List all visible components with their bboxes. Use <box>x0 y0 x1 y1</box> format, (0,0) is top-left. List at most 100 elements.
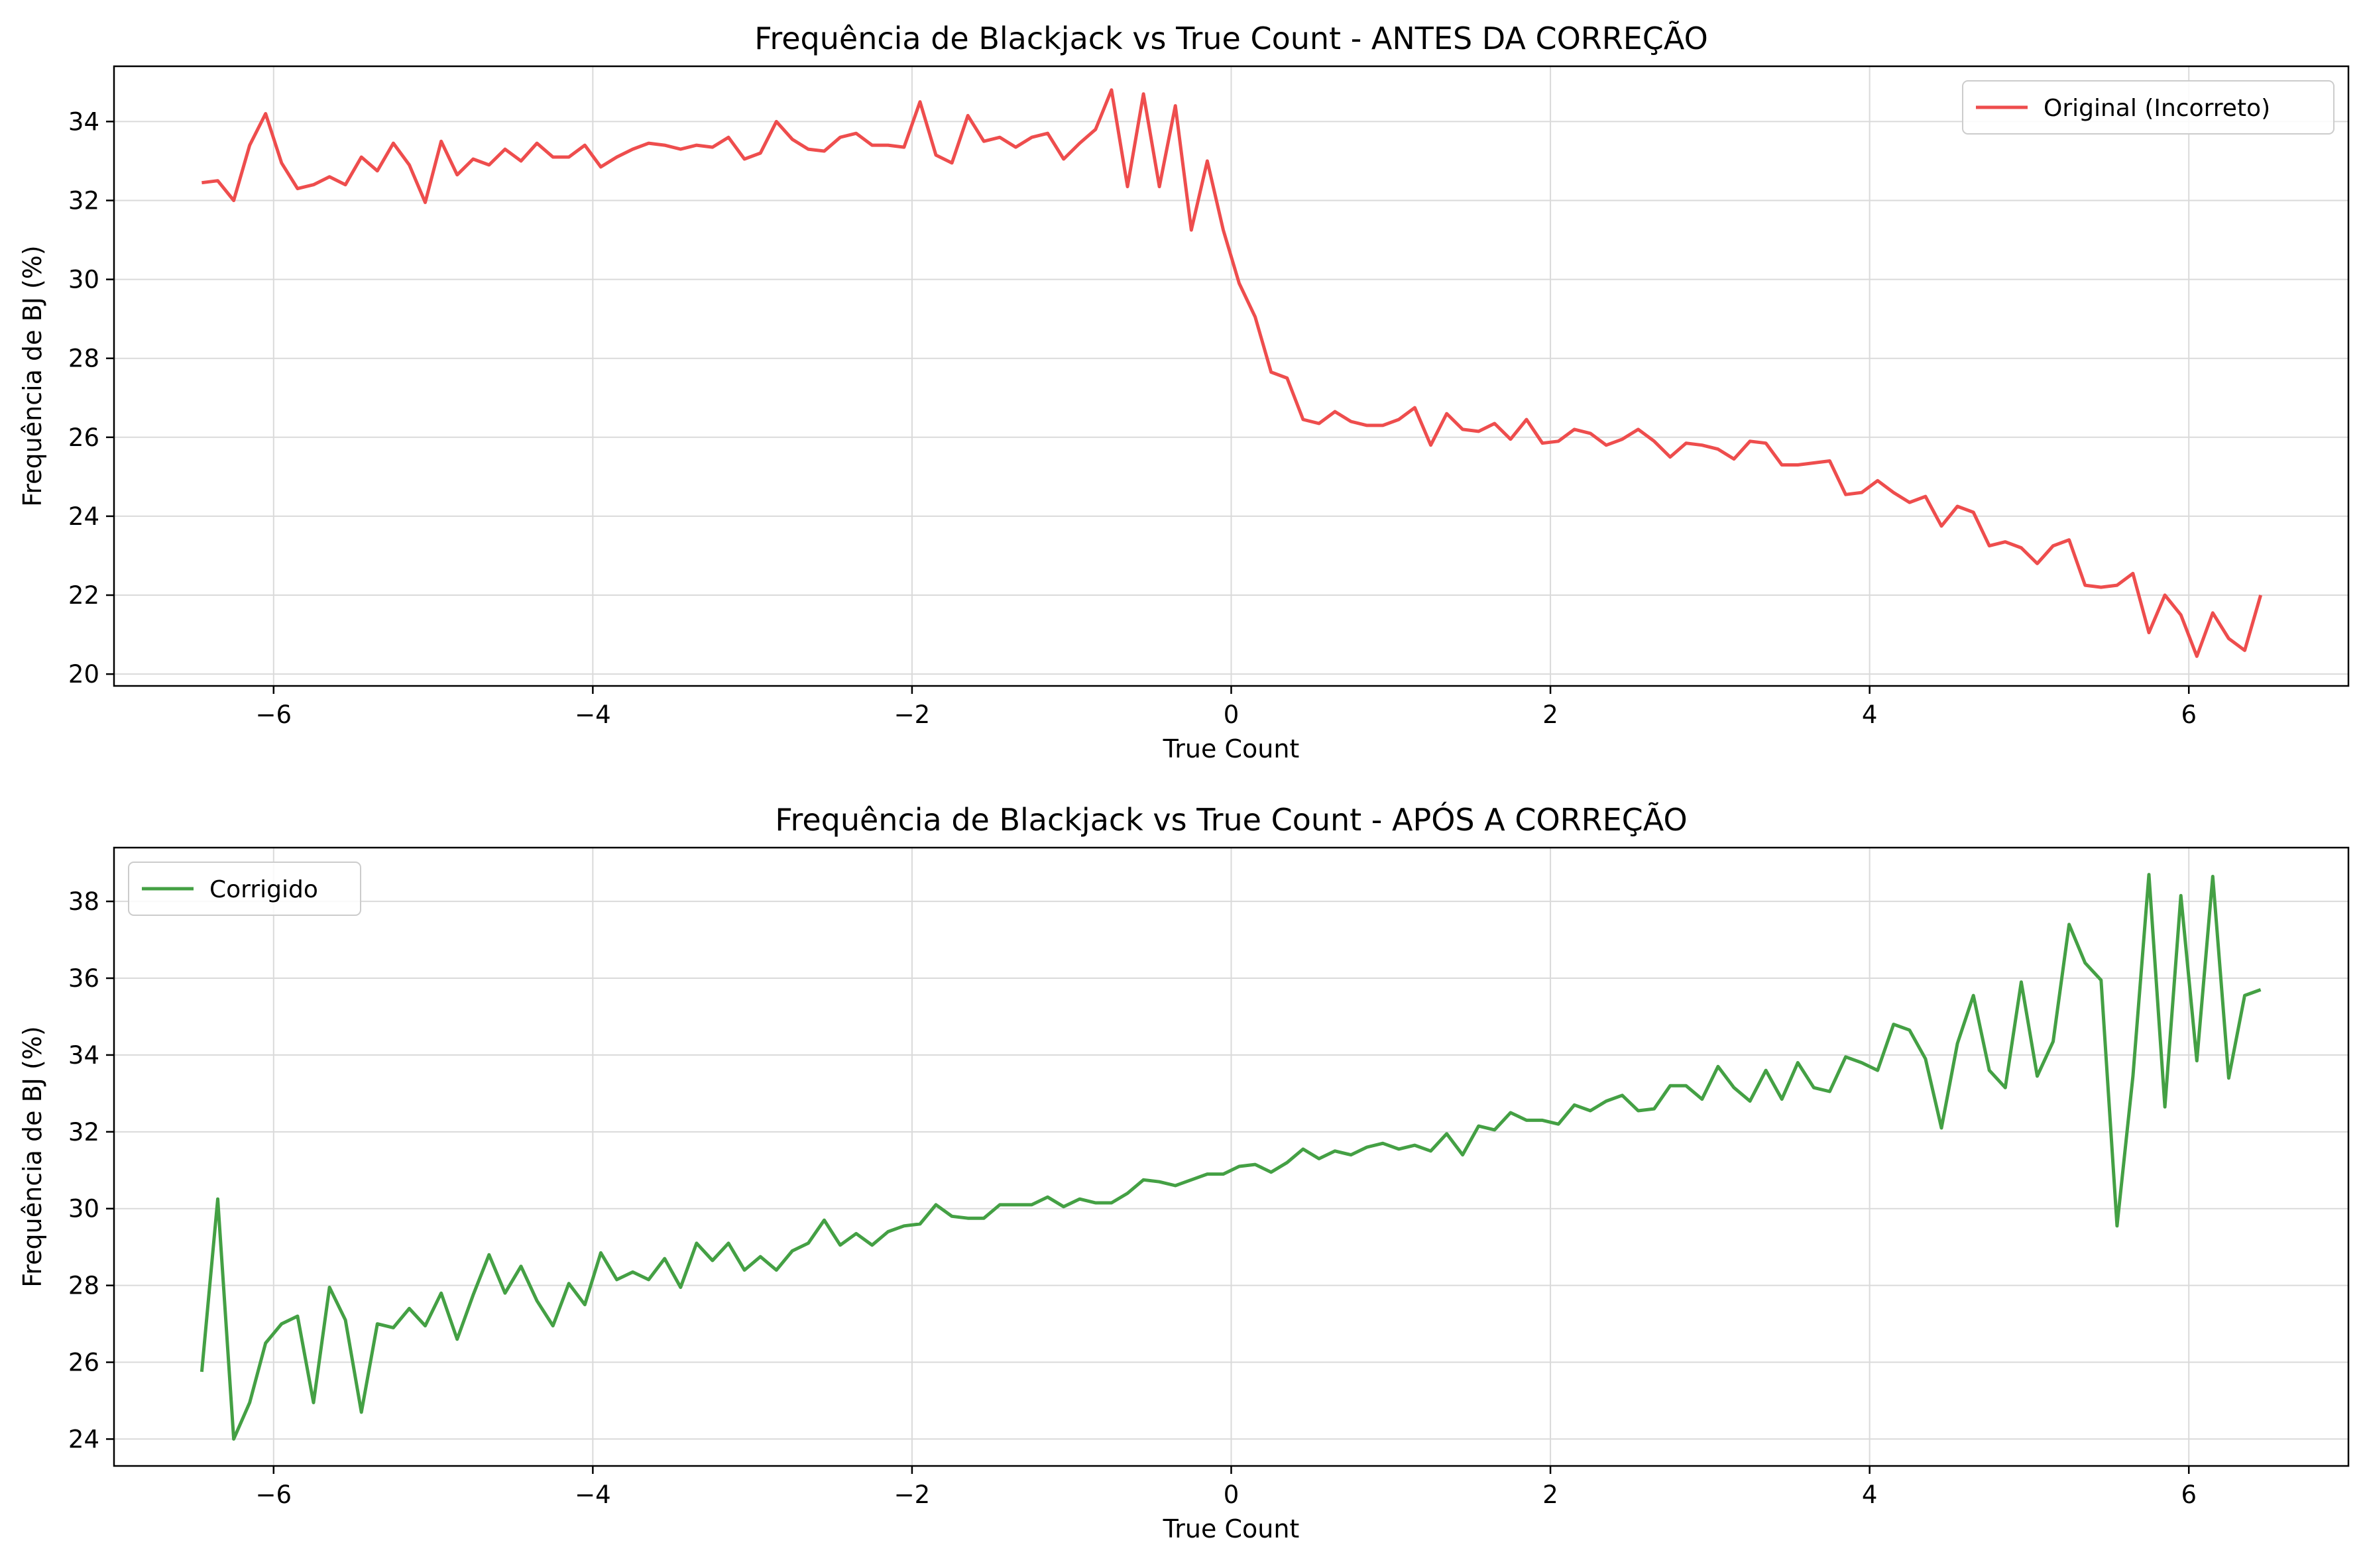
data-point <box>1125 185 1129 189</box>
data-point <box>934 1203 938 1207</box>
data-point <box>2147 631 2151 635</box>
data-point <box>551 1324 555 1328</box>
data-point <box>535 1299 539 1303</box>
data-point <box>1141 1178 1145 1182</box>
data-point <box>870 1243 874 1247</box>
data-point <box>2115 1224 2119 1228</box>
data-point <box>1572 427 1576 431</box>
data-point <box>1876 478 1880 482</box>
y-tick-label: 20 <box>68 660 99 689</box>
data-point <box>2099 585 2103 589</box>
data-point <box>1205 1172 1209 1176</box>
data-point <box>1620 1093 1624 1097</box>
data-point <box>1955 1042 1959 1046</box>
y-tick-label: 28 <box>68 1272 99 1300</box>
data-point <box>663 143 667 147</box>
data-point <box>2211 611 2215 615</box>
data-point <box>1732 1086 1736 1090</box>
legend: Original (Incorreto) <box>1962 80 2335 135</box>
data-point <box>1285 376 1289 380</box>
data-point <box>200 181 203 185</box>
data-point <box>1445 1132 1449 1136</box>
data-point <box>519 1264 523 1268</box>
data-point <box>2243 648 2247 652</box>
y-tick-label: 34 <box>68 1041 99 1070</box>
data-point <box>2051 544 2055 548</box>
data-point <box>1333 1149 1337 1153</box>
data-point <box>343 1318 347 1322</box>
data-point <box>1030 1203 1034 1207</box>
data-point <box>1844 492 1848 496</box>
data-point <box>312 1400 316 1404</box>
data-point <box>280 1322 284 1326</box>
y-tick-label: 30 <box>68 266 99 294</box>
data-point <box>1987 1068 1991 1072</box>
y-tick-label: 32 <box>68 186 99 215</box>
data-point <box>439 139 443 143</box>
data-point <box>248 1400 252 1404</box>
data-point <box>1637 1109 1641 1113</box>
data-point <box>1939 1126 1943 1130</box>
data-point <box>1588 1109 1592 1113</box>
data-point <box>1062 1205 1066 1209</box>
x-tick-label: −2 <box>894 1481 931 1509</box>
data-point <box>774 119 778 123</box>
data-point <box>1556 439 1560 443</box>
data-point <box>2147 873 2151 877</box>
data-point <box>343 183 347 187</box>
y-axis-label: Frequência de BJ (%) <box>18 245 47 506</box>
data-point <box>679 1286 683 1290</box>
data-point <box>1955 504 1959 508</box>
data-point <box>886 1230 890 1234</box>
data-point <box>1493 1128 1497 1132</box>
data-point <box>1317 1156 1321 1160</box>
data-point <box>1700 443 1704 447</box>
data-point <box>615 155 619 159</box>
data-point <box>1094 1201 1098 1205</box>
data-point <box>455 1337 459 1341</box>
data-point <box>1652 1107 1656 1111</box>
data-point <box>1429 1149 1433 1153</box>
data-point <box>232 199 236 203</box>
data-point <box>312 183 316 187</box>
data-point <box>1764 441 1768 445</box>
legend-box <box>128 862 361 916</box>
data-point <box>950 1214 954 1218</box>
data-point <box>1046 131 1050 135</box>
data-point <box>1238 282 1241 286</box>
data-point <box>982 139 986 143</box>
data-point <box>567 1282 571 1286</box>
data-point <box>1525 1118 1529 1122</box>
data-point <box>471 157 475 161</box>
data-point <box>408 163 412 167</box>
data-point <box>1668 1084 1672 1088</box>
data-point <box>2003 1086 2007 1090</box>
data-point <box>1716 1064 1720 1068</box>
data-point <box>216 1197 220 1201</box>
data-point <box>1509 1111 1513 1115</box>
data-point <box>2019 980 2023 984</box>
data-point <box>1572 1103 1576 1107</box>
x-tick-label: 6 <box>2181 700 2197 729</box>
x-tick-label: −4 <box>575 1481 611 1509</box>
data-point <box>2179 893 2183 897</box>
data-point <box>1860 1061 1864 1065</box>
data-point <box>1110 1201 1114 1205</box>
data-point <box>1652 439 1656 443</box>
data-point <box>599 1251 603 1255</box>
data-point <box>1365 1145 1369 1149</box>
data-point <box>1493 421 1497 425</box>
data-point <box>1908 1028 1912 1032</box>
data-point <box>695 143 699 147</box>
x-tick-label: −2 <box>894 700 931 729</box>
x-axis-label: True Count <box>1163 1514 1300 1543</box>
data-point <box>1381 1141 1385 1145</box>
data-point <box>391 141 395 145</box>
data-point <box>487 163 491 167</box>
data-point <box>1238 1164 1241 1168</box>
data-point <box>535 141 539 145</box>
data-point <box>2259 987 2263 991</box>
data-point <box>1525 418 1529 421</box>
